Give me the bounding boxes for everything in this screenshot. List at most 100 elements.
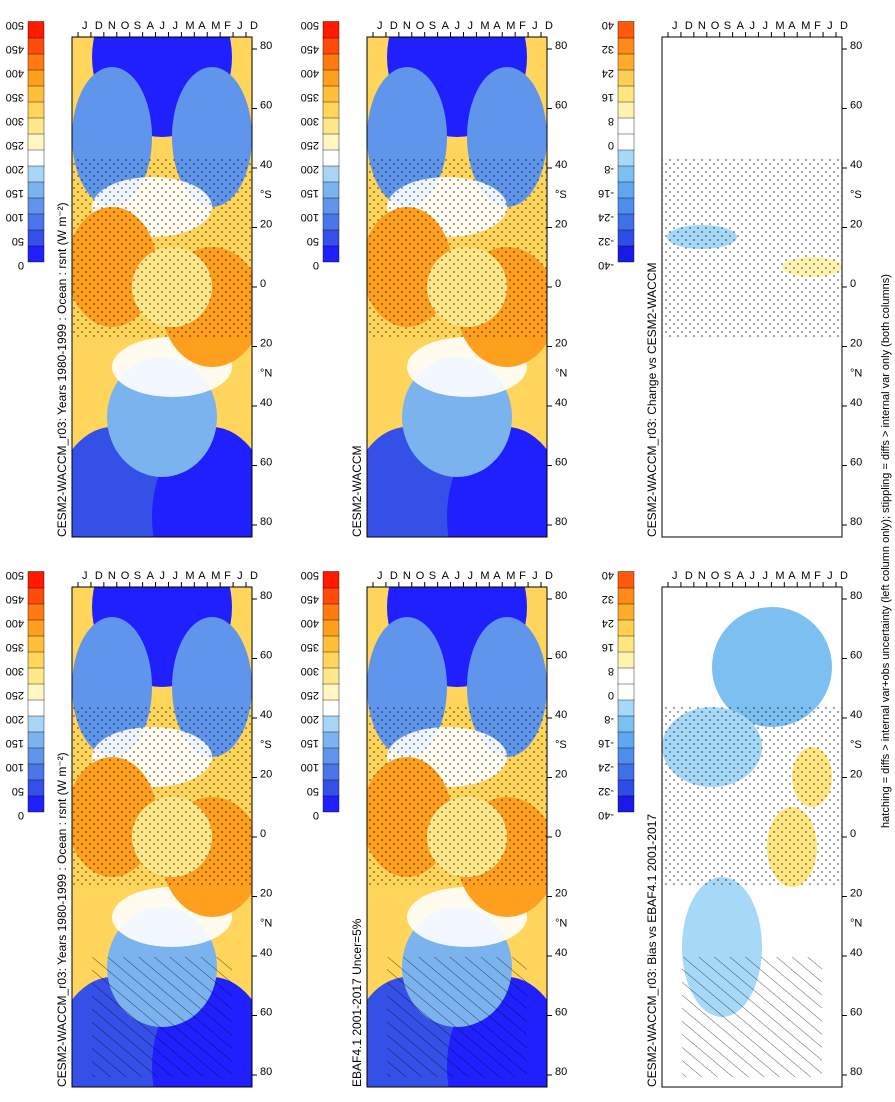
lat-tick-label: 80 (260, 40, 272, 52)
colorbar-label: 350 (301, 91, 319, 103)
month-tick-label: D (685, 570, 693, 582)
colorbar-swatch (322, 229, 340, 247)
colorbar-swatch (27, 21, 45, 39)
colorbar-label: 100 (6, 761, 24, 773)
lat-tick-label: 60 (555, 100, 567, 112)
month-tick-label: J (750, 570, 756, 582)
month-tick-label: J (467, 20, 473, 32)
lat-tick-label: 20 (850, 219, 862, 231)
colorbar-swatch (617, 715, 635, 733)
colorbar-label: 100 (301, 761, 319, 773)
colorbar-label: -16 (598, 187, 614, 199)
month-tick-label: S (429, 20, 436, 32)
month-tick-label: J (82, 570, 88, 582)
colorbar-swatch (27, 53, 45, 71)
colorbar-label: 200 (301, 163, 319, 175)
colorbar-swatch (27, 635, 45, 653)
colorbar-label: 0 (313, 809, 319, 821)
month-tick-label: M (506, 570, 515, 582)
colorbar-swatch (617, 149, 635, 167)
lat-tick-label: 60 (850, 1007, 862, 1019)
colorbar-swatch (322, 197, 340, 215)
lat-tick-label: 80 (850, 516, 862, 528)
month-tick-label: M (801, 570, 810, 582)
colorbar-swatch (322, 117, 340, 135)
lat-tick-label: 80 (555, 1066, 567, 1078)
colorbar-swatch (322, 85, 340, 103)
month-tick-label: J (762, 20, 768, 32)
colorbar-label: 8 (608, 115, 614, 127)
colorbar-label: -32 (598, 235, 614, 247)
month-tick-label: O (416, 20, 425, 32)
colorbar-swatch (617, 133, 635, 151)
colorbar-label: 24 (602, 67, 614, 79)
figure-footnote: hatching = diffs > internal var+obs unce… (880, 274, 892, 828)
panel-title: CESM2-WACCM_r03: Bias vs EBAF4.1 2001-20… (645, 814, 659, 1087)
colorbar-swatch (322, 101, 340, 119)
colorbar-swatch (322, 149, 340, 167)
colorbar-label: 500 (6, 19, 24, 31)
month-tick-label: O (711, 570, 720, 582)
month-tick-label: D (390, 570, 398, 582)
colorbar-label: 40 (602, 19, 614, 31)
colorbar-swatch (322, 21, 340, 39)
colorbar-label: -40 (598, 259, 614, 271)
colorbar-swatch (322, 133, 340, 151)
colorbar-label: 350 (6, 641, 24, 653)
lat-tick-label: 60 (260, 100, 272, 112)
colorbar-label: 250 (301, 689, 319, 701)
month-tick-label: J (750, 20, 756, 32)
lat-tick-label: 60 (850, 100, 862, 112)
month-tick-label: M (211, 20, 220, 32)
month-tick-label: J (532, 20, 538, 32)
month-tick-label: D (95, 20, 103, 32)
colorbar-swatch (27, 133, 45, 151)
colorbar-swatch (617, 699, 635, 717)
month-tick-label: D (840, 20, 848, 32)
month-tick-label: D (95, 570, 103, 582)
colorbar-swatch (322, 571, 340, 589)
lat-tick-label: 20 (555, 338, 567, 350)
lat-unit-label: °S (850, 739, 862, 751)
stippling (662, 707, 842, 887)
colorbar-swatch (322, 53, 340, 71)
colorbar-swatch (617, 619, 635, 637)
colorbar-label: -32 (598, 785, 614, 797)
colorbar-label: 300 (6, 115, 24, 127)
lat-tick-label: 20 (850, 338, 862, 350)
colorbar-swatch (322, 635, 340, 653)
colorbar-label: 300 (301, 665, 319, 677)
colorbar-swatch (617, 117, 635, 135)
lat-tick-label: 20 (555, 769, 567, 781)
lat-tick-label: 60 (260, 457, 272, 469)
month-tick-label: F (224, 20, 231, 32)
hatching (92, 957, 232, 1077)
colorbar-swatch (27, 229, 45, 247)
lat-tick-label: 20 (850, 888, 862, 900)
lat-unit-label: °N (850, 917, 862, 929)
lat-unit-label: °S (260, 739, 272, 751)
lat-tick-label: 40 (555, 709, 567, 721)
colorbar-label: 500 (6, 569, 24, 581)
colorbar-swatch (617, 731, 635, 749)
colorbar-swatch (27, 715, 45, 733)
month-tick-label: M (211, 570, 220, 582)
lat-tick-label: 80 (555, 40, 567, 52)
colorbar-swatch (27, 667, 45, 685)
colorbar-swatch (617, 229, 635, 247)
colorbar-swatch (322, 37, 340, 55)
colorbar-label: -24 (598, 211, 614, 223)
colorbar-label: 24 (602, 617, 614, 629)
month-tick-label: D (840, 570, 848, 582)
colorbar-swatch (617, 101, 635, 119)
lat-tick-label: 40 (260, 397, 272, 409)
month-tick-label: A (147, 570, 155, 582)
panel-title: CESM2-WACCM_r03: Years 1980-1999 : Ocean… (55, 202, 69, 537)
colorbar-label: 100 (6, 211, 24, 223)
colorbar-swatch (617, 213, 635, 231)
